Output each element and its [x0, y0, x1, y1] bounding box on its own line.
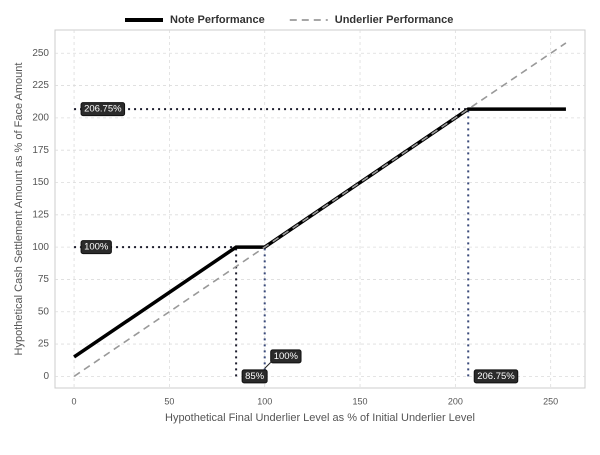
annotation-label: 85% [245, 371, 265, 382]
legend: Note Performance Underlier Performance [125, 14, 453, 26]
y-tick-label: 225 [32, 80, 49, 91]
annotation: 100% [264, 349, 302, 369]
annotation: 100% [80, 240, 112, 255]
x-tick-label: 150 [353, 396, 368, 406]
annotation-label: 100% [274, 351, 299, 362]
x-tick-label: 0 [72, 396, 77, 406]
y-tick-label: 200 [32, 113, 49, 124]
y-tick-label: 100 [32, 242, 49, 253]
legend-label: Note Performance [170, 14, 265, 26]
y-tick-label: 75 [38, 274, 50, 285]
x-tick-label: 50 [164, 396, 174, 406]
annotation-label: 100% [84, 242, 109, 253]
annotation-box [241, 369, 268, 384]
plot-frame [54, 29, 586, 389]
x-tick-label: 200 [448, 396, 463, 406]
annotation: 206.75% [473, 369, 519, 384]
y-axis-title: Hypothetical Cash Settlement Amount as %… [13, 63, 25, 356]
y-tick-label: 175 [32, 145, 49, 156]
annotation: 206.75% [80, 102, 126, 117]
legend-label: Underlier Performance [335, 14, 454, 26]
annotation-box [473, 369, 519, 384]
series-line [73, 107, 566, 359]
x-tick-label: 250 [543, 396, 558, 406]
y-tick-label: 0 [43, 371, 49, 382]
annotation-label: 206.75% [84, 104, 122, 115]
y-tick-label: 25 [38, 339, 50, 350]
y-tick-label: 150 [32, 177, 49, 188]
y-tick-label: 125 [32, 209, 49, 220]
annotation-leader [264, 362, 272, 369]
x-tick-label: 100 [257, 396, 272, 406]
annotation: 85% [241, 369, 268, 384]
series-line [73, 42, 567, 378]
annotation-box [80, 102, 126, 117]
y-tick-label: 250 [32, 48, 49, 59]
x-axis-title: Hypothetical Final Underlier Level as % … [165, 412, 475, 424]
annotation-label: 206.75% [477, 371, 515, 382]
annotation-box [270, 349, 302, 364]
annotation-box [80, 240, 112, 255]
y-tick-label: 50 [38, 306, 50, 317]
